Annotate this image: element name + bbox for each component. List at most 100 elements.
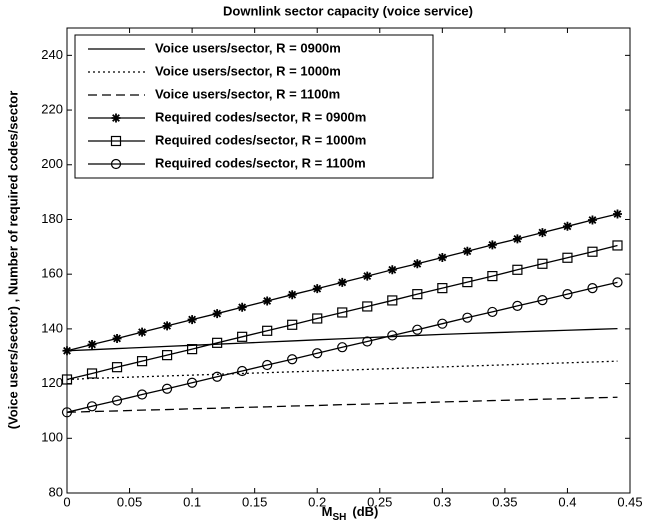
- marker: [387, 265, 397, 275]
- marker: [587, 215, 597, 225]
- y-tick-label: 200: [41, 156, 63, 171]
- series-line: [66, 327, 618, 352]
- marker: [537, 228, 547, 238]
- x-tick-label: 0: [63, 494, 70, 509]
- marker: [562, 221, 572, 231]
- x-tick-label: 0.35: [492, 494, 517, 509]
- marker: [61, 374, 73, 385]
- y-tick-label: 160: [41, 266, 63, 281]
- marker: [612, 240, 623, 251]
- marker: [612, 209, 622, 219]
- marker: [337, 307, 348, 318]
- marker: [437, 318, 448, 329]
- marker: [237, 365, 248, 377]
- marker: [612, 277, 623, 288]
- x-label-rest: (dB): [352, 504, 378, 519]
- x-label-base: M: [322, 504, 333, 519]
- marker: [237, 331, 248, 342]
- y-tick-label: 120: [41, 375, 63, 390]
- marker: [262, 296, 272, 306]
- marker: [562, 289, 573, 300]
- series-line: [66, 244, 618, 381]
- marker: [161, 350, 173, 361]
- x-tick-label: 0.2: [308, 494, 326, 509]
- marker: [287, 319, 298, 330]
- x-tick-label: 0.4: [558, 494, 576, 509]
- marker: [61, 407, 73, 418]
- marker: [287, 354, 298, 365]
- y-tick-label: 180: [41, 211, 63, 226]
- y-tick-label: 240: [41, 47, 63, 62]
- marker: [312, 313, 323, 324]
- marker: [412, 259, 422, 269]
- marker: [212, 309, 222, 319]
- marker: [161, 383, 173, 394]
- marker: [111, 395, 123, 406]
- marker: [337, 342, 348, 353]
- y-tick-label: 80: [49, 484, 63, 499]
- legend-label: Voice users/sector, R = 1000m: [155, 63, 341, 78]
- x-tick-label: 0.3: [433, 494, 451, 509]
- x-tick-label: 0.45: [617, 494, 642, 509]
- marker: [237, 302, 247, 312]
- marker: [437, 252, 447, 262]
- marker: [587, 246, 598, 257]
- marker: [362, 336, 373, 347]
- marker: [487, 270, 498, 282]
- marker: [412, 289, 423, 300]
- x-tick-label: 0.05: [117, 494, 142, 509]
- marker: [387, 330, 398, 341]
- marker: [487, 306, 498, 318]
- marker: [587, 283, 598, 294]
- marker: [187, 344, 198, 355]
- series-line: [66, 281, 618, 413]
- marker: [412, 324, 423, 335]
- marker: [86, 401, 98, 412]
- marker: [462, 246, 472, 256]
- marker: [187, 315, 197, 325]
- marker: [537, 258, 548, 269]
- marker: [136, 389, 148, 400]
- marker: [312, 284, 322, 294]
- marker: [262, 359, 273, 371]
- marker: [212, 337, 223, 348]
- marker: [137, 327, 147, 337]
- y-axis-label: (Voice users/sector) , Number of require…: [5, 91, 20, 430]
- chart-title: Downlink sector capacity (voice service): [223, 3, 473, 18]
- legend-label: Required codes/sector, R = 1100m: [155, 155, 366, 170]
- x-tick-label: 0.15: [242, 494, 267, 509]
- x-tick-label: 0.25: [367, 494, 392, 509]
- marker: [387, 295, 398, 306]
- marker: [212, 371, 223, 382]
- marker: [87, 339, 97, 349]
- x-axis-label: MSH (dB): [322, 504, 379, 522]
- marker: [287, 290, 297, 300]
- marker: [110, 158, 122, 170]
- legend-label: Required codes/sector, R = 1000m: [155, 132, 366, 147]
- series-line: [66, 396, 618, 413]
- marker: [62, 346, 72, 356]
- marker: [562, 252, 573, 263]
- marker: [337, 277, 347, 287]
- marker: [86, 368, 98, 379]
- plot-frame: [66, 27, 631, 494]
- marker: [112, 333, 122, 343]
- marker: [487, 240, 497, 250]
- marker: [512, 234, 522, 244]
- marker: [312, 348, 323, 359]
- marker: [187, 377, 198, 388]
- marker: [262, 325, 273, 336]
- marker: [462, 277, 473, 288]
- marker: [162, 321, 172, 331]
- legend-label: Voice users/sector, R = 1100m: [155, 86, 340, 101]
- marker: [437, 283, 448, 294]
- marker: [362, 271, 372, 281]
- x-tick-label: 0.1: [183, 494, 201, 509]
- legend-box: [74, 34, 434, 179]
- marker: [512, 264, 523, 275]
- marker: [110, 135, 122, 147]
- marker: [462, 312, 473, 323]
- marker: [136, 356, 148, 367]
- y-tick-label: 140: [41, 320, 63, 335]
- legend-label: Voice users/sector, R = 0900m: [155, 40, 341, 55]
